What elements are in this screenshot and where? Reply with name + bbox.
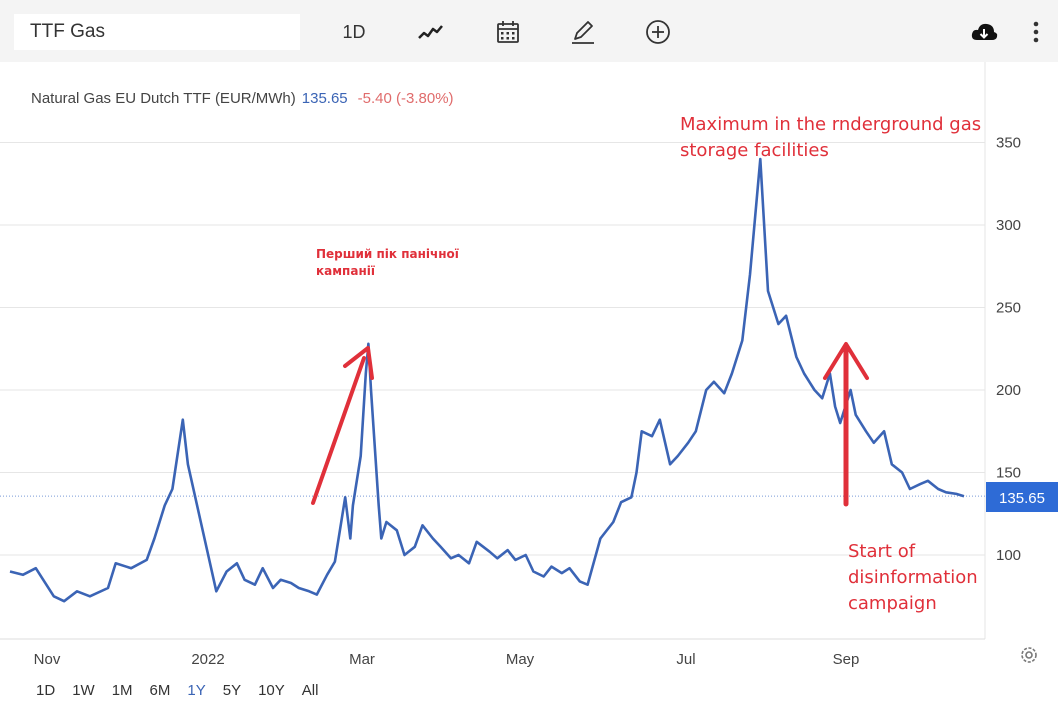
range-button-6m[interactable]: 6M	[149, 682, 171, 699]
legend-series-name: Natural Gas EU Dutch TTF (EUR/MWh)	[31, 90, 296, 107]
last-price-tag: 135.65	[986, 482, 1058, 512]
chart-legend: Natural Gas EU Dutch TTF (EUR/MWh) 135.65…	[31, 90, 454, 107]
range-button-1d[interactable]: 1D	[36, 682, 56, 699]
y-tick-label: 100	[996, 547, 1021, 564]
line-chart-icon[interactable]	[414, 16, 446, 48]
first-peak-label-line1: Перший пік панічної	[316, 247, 459, 261]
pencil-icon[interactable]	[567, 16, 599, 48]
first-peak-label-line2: кампанії	[316, 264, 375, 278]
start-campaign-arrow	[823, 342, 869, 507]
range-selector: 1D 1W 1M 6M 1Y 5Y 10Y All	[36, 682, 335, 699]
maximum-label-line1: Maximum in the rnderground gas	[680, 114, 981, 135]
x-tick-label: May	[506, 651, 535, 668]
cloud-download-icon[interactable]	[968, 16, 1000, 48]
calendar-icon[interactable]	[492, 16, 524, 48]
more-vertical-icon[interactable]	[1020, 16, 1040, 48]
y-tick-label: 200	[996, 382, 1021, 399]
start-label-line3: campaign	[848, 593, 937, 614]
last-price-label: 135.65	[999, 490, 1045, 507]
grid-lines	[0, 62, 986, 640]
legend-value: 135.65	[301, 90, 348, 107]
x-tick-label: Nov	[34, 651, 61, 668]
y-tick-label: 150	[996, 465, 1021, 482]
price-chart[interactable]: 100 150 200 250 300 350 Nov 2022 Mar May Jul Sep 1…	[0, 62, 1058, 672]
y-tick-label: 350	[996, 135, 1021, 152]
range-button-1w[interactable]: 1W	[72, 682, 95, 699]
x-tick-label: Jul	[676, 651, 695, 668]
start-label-line1: Start of	[848, 541, 916, 562]
x-axis-ticks: Nov 2022 Mar May Jul Sep	[34, 651, 860, 668]
chart-toolbar: TTF Gas 1D	[0, 0, 1058, 62]
y-tick-label: 300	[996, 217, 1021, 234]
y-axis-ticks: 100 150 200 250 300 350	[996, 135, 1021, 565]
range-button-5y[interactable]: 5Y	[222, 682, 242, 699]
range-button-1y[interactable]: 1Y	[187, 682, 206, 699]
first-peak-arrow	[311, 346, 374, 505]
range-button-10y[interactable]: 10Y	[258, 682, 285, 699]
y-tick-label: 250	[996, 300, 1021, 317]
x-tick-label: Mar	[349, 651, 375, 668]
x-tick-label: 2022	[191, 651, 224, 668]
maximum-label-line2: storage facilities	[680, 140, 829, 161]
add-circle-icon[interactable]	[642, 16, 674, 48]
x-tick-label: Sep	[833, 651, 860, 668]
settings-gear-icon[interactable]	[1017, 643, 1041, 667]
start-label-line2: disinformation	[848, 567, 978, 588]
interval-button[interactable]: 1D	[342, 22, 366, 42]
legend-change: -5.40 (-3.80%)	[357, 90, 454, 107]
range-button-1m[interactable]: 1M	[111, 682, 133, 699]
symbol-search-input[interactable]: TTF Gas	[14, 14, 300, 50]
range-button-all[interactable]: All	[301, 682, 319, 699]
series-line	[9, 157, 965, 603]
